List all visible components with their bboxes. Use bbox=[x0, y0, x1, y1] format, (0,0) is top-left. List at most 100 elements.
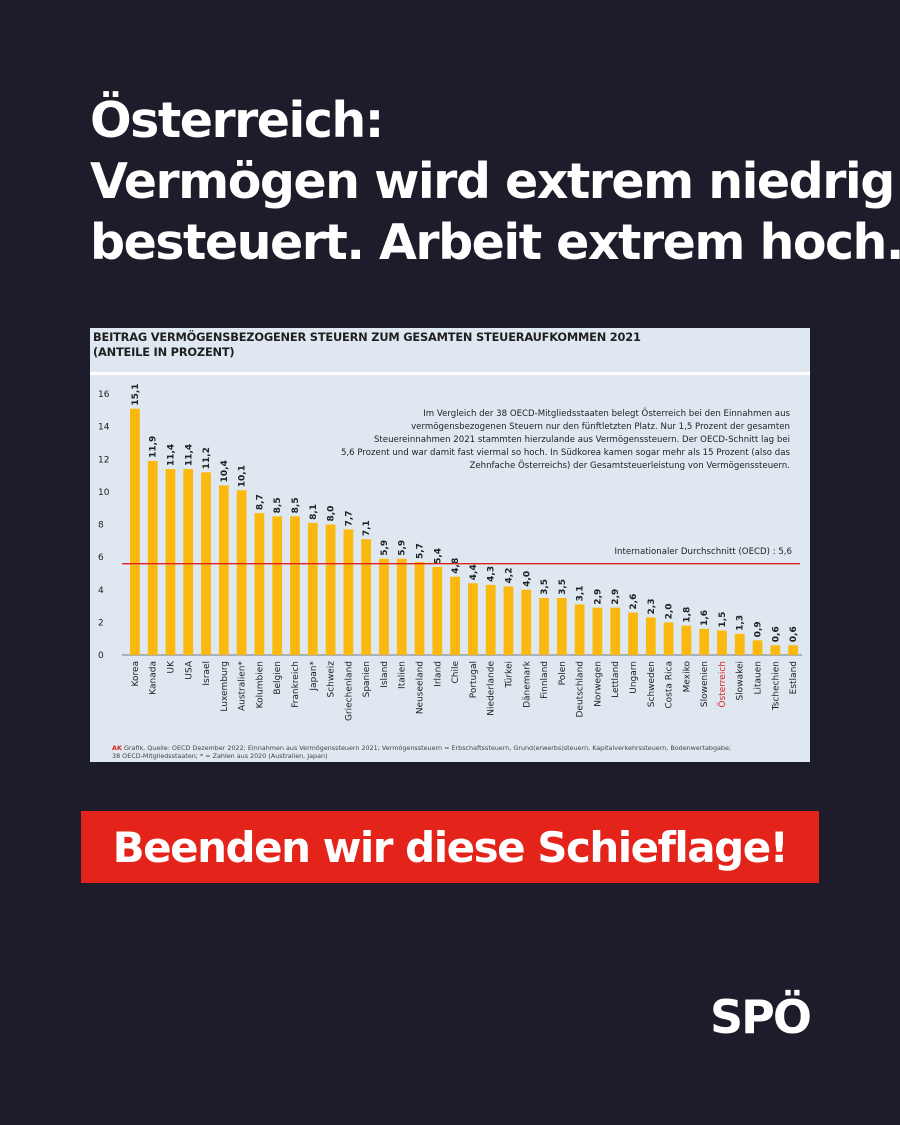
bar bbox=[592, 607, 603, 655]
bar bbox=[628, 612, 638, 655]
category-label: Irland bbox=[433, 661, 443, 687]
bar bbox=[165, 469, 176, 655]
category-label: Chile bbox=[451, 661, 461, 684]
bar-value-label: 2,0 bbox=[665, 603, 675, 619]
y-tick-label: 16 bbox=[98, 390, 110, 400]
bar bbox=[503, 586, 514, 655]
bar-value-label: 5,9 bbox=[380, 540, 390, 556]
bar-value-label: 10,4 bbox=[220, 460, 230, 482]
category-label: Japan* bbox=[309, 661, 319, 692]
bar bbox=[396, 558, 407, 655]
headline-line-2: Vermögen wird extrem niedrig bbox=[90, 153, 895, 210]
bar bbox=[610, 607, 621, 655]
bar bbox=[130, 408, 140, 655]
category-label: Australien* bbox=[238, 661, 248, 712]
category-label: Österreich bbox=[717, 661, 728, 708]
bar-value-label: 11,4 bbox=[166, 444, 176, 466]
category-label: Slowakei bbox=[736, 661, 746, 701]
oecd-average-label: Internationaler Durchschnitt (OECD) : 5,… bbox=[614, 547, 792, 557]
bar-chart: 0 2 4 6 8 10 12 14 16 15,1 Korea 11,9 Kanada 11,4 UK 11… bbox=[98, 383, 802, 721]
bar bbox=[432, 566, 443, 655]
bar-value-label: 11,2 bbox=[202, 447, 212, 469]
bar bbox=[788, 645, 798, 655]
bar-value-label: 4,3 bbox=[487, 566, 497, 582]
bar-value-label: 15,1 bbox=[131, 383, 141, 405]
headline-line-3: besteuert. Arbeit extrem hoch. bbox=[90, 214, 900, 271]
chart-annotation: Im Vergleich der 38 OECD-Mitgliedsstaate… bbox=[318, 408, 790, 473]
annotation-line-4: 5,6 Prozent und war damit fast viermal s… bbox=[340, 448, 790, 459]
bar-value-label: 1,3 bbox=[736, 615, 746, 631]
bar bbox=[734, 633, 745, 655]
spoe-logo: SPÖ bbox=[710, 990, 812, 1044]
category-label: Griechenland bbox=[344, 661, 354, 721]
bar-value-label: 8,5 bbox=[291, 497, 301, 513]
bar bbox=[770, 645, 781, 655]
category-label: Luxemburg bbox=[220, 661, 230, 712]
bar-value-label: 4,0 bbox=[522, 571, 532, 587]
bar bbox=[218, 485, 229, 655]
bar bbox=[290, 516, 300, 655]
category-label: Litauen bbox=[754, 661, 764, 695]
category-label: Schweden bbox=[647, 661, 657, 707]
bar bbox=[254, 513, 265, 655]
bar-value-label: 1,6 bbox=[700, 610, 710, 626]
bar-value-label: 4,2 bbox=[504, 568, 514, 584]
category-label: Israel bbox=[202, 661, 212, 686]
bar bbox=[663, 622, 674, 655]
y-tick-label: 14 bbox=[98, 423, 110, 433]
category-label: Neuseeland bbox=[416, 661, 426, 714]
bar-value-label: 11,4 bbox=[184, 444, 194, 466]
bar-value-label: 2,9 bbox=[611, 589, 621, 605]
bar-value-label: 5,7 bbox=[416, 543, 426, 559]
annotation-line-3: Steuereinnahmen 2021 stammten hierzuland… bbox=[373, 435, 790, 446]
y-tick-label: 12 bbox=[98, 455, 109, 465]
y-tick-label: 0 bbox=[98, 651, 104, 661]
annotation-line-2: vermögensbezogenen Steuern nur den fünft… bbox=[411, 422, 790, 433]
bar bbox=[325, 524, 336, 655]
category-label: Estland bbox=[789, 661, 799, 694]
category-label: Schweiz bbox=[327, 661, 337, 698]
category-label: Korea bbox=[131, 661, 141, 687]
bar bbox=[556, 597, 567, 655]
bar bbox=[645, 617, 656, 655]
category-label: Ungarn bbox=[629, 661, 639, 694]
bar bbox=[379, 558, 389, 655]
bar-value-label: 5,4 bbox=[433, 548, 443, 564]
footnote-line-2: 38 OECD-Mitgliedsstaaten; * = Zahlen aus… bbox=[112, 752, 328, 760]
bar-value-label: 0,9 bbox=[754, 621, 764, 637]
bar-value-label: 2,9 bbox=[593, 589, 603, 605]
bar-value-label: 2,3 bbox=[647, 599, 657, 615]
bar-value-label: 3,1 bbox=[576, 585, 586, 601]
headline: Österreich: Vermögen wird extrem niedrig… bbox=[90, 90, 900, 273]
category-label: Dänemark bbox=[522, 660, 532, 708]
category-label: Spanien bbox=[362, 661, 372, 697]
category-label: Norwegen bbox=[593, 661, 603, 707]
chart-title: BEITRAG VERMÖGENSBEZOGENER STEUERN ZUM G… bbox=[93, 330, 793, 360]
category-label: USA bbox=[184, 660, 194, 679]
bar bbox=[343, 529, 354, 655]
bar bbox=[307, 522, 318, 655]
category-label: Island bbox=[380, 661, 390, 688]
bar-value-label: 8,0 bbox=[327, 506, 337, 522]
y-tick-label: 10 bbox=[98, 488, 110, 498]
bar bbox=[574, 604, 585, 655]
y-tick-label: 2 bbox=[98, 618, 104, 628]
bar-value-label: 1,8 bbox=[682, 607, 692, 623]
category-label: Niederlande bbox=[487, 661, 497, 716]
category-label: Türkei bbox=[504, 661, 514, 689]
category-label: Kanada bbox=[149, 661, 159, 695]
bar bbox=[414, 562, 425, 655]
chart-title-line-2: (ANTEILE IN PROZENT) bbox=[93, 345, 235, 359]
bar bbox=[485, 584, 496, 655]
bar bbox=[539, 597, 549, 655]
bar-value-label: 5,9 bbox=[398, 540, 408, 556]
bar bbox=[752, 640, 763, 655]
bar-value-label: 2,6 bbox=[629, 594, 639, 610]
bar bbox=[147, 460, 158, 655]
bar bbox=[272, 516, 283, 655]
bar-value-label: 4,4 bbox=[469, 564, 479, 580]
category-label: Portugal bbox=[469, 661, 479, 698]
category-label: Mexiko bbox=[682, 661, 692, 693]
bar bbox=[361, 539, 372, 655]
category-label: Tschechien bbox=[771, 661, 781, 711]
